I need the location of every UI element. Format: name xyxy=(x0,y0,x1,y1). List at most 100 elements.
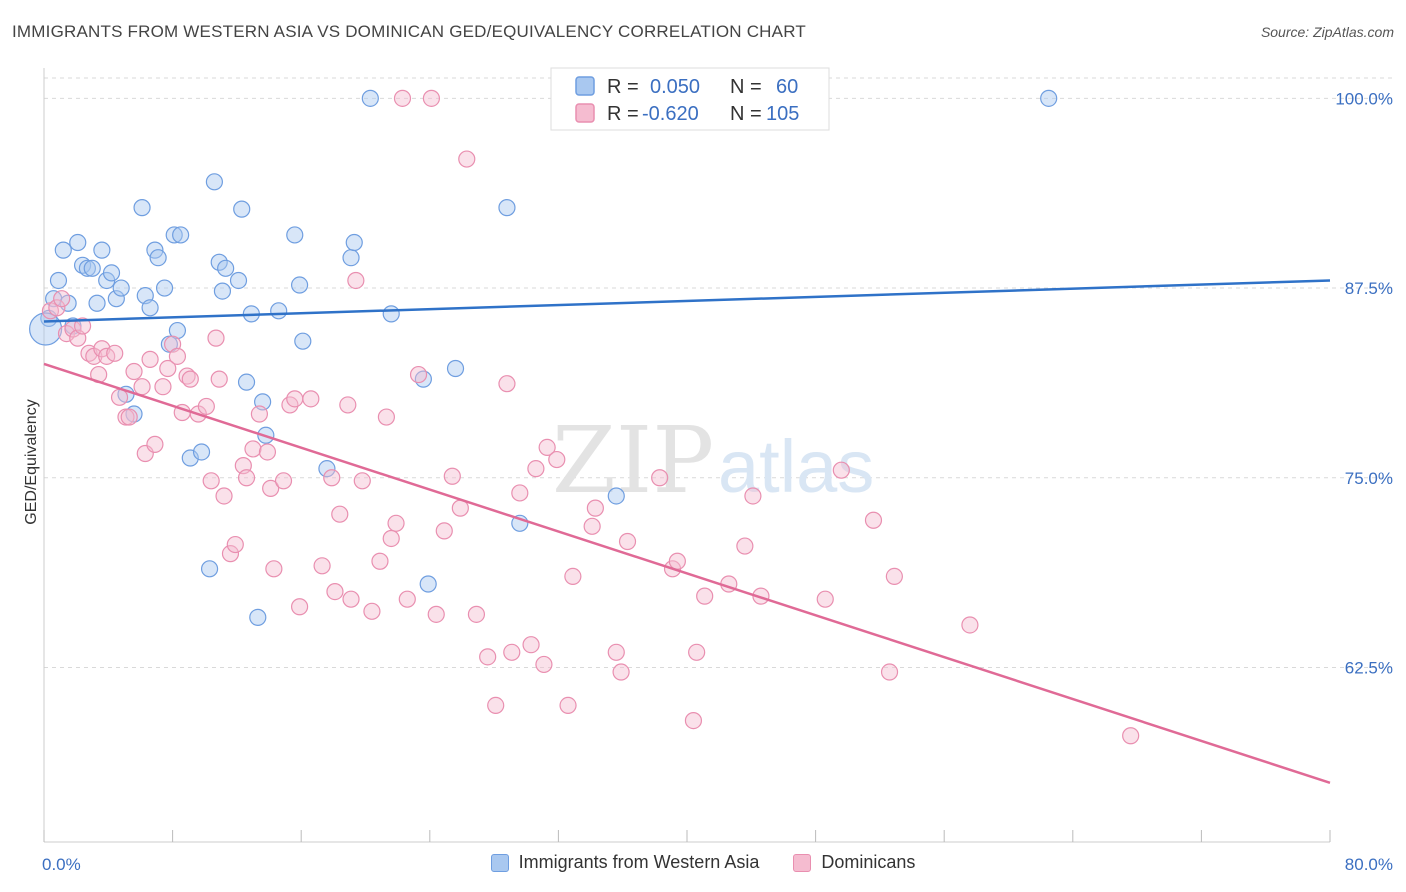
pink-point-39 xyxy=(250,405,269,423)
blue-point-34 xyxy=(217,259,235,277)
legend-swatch-western-asia xyxy=(490,853,509,872)
blue-point-42 xyxy=(270,302,288,320)
pink-point-84 xyxy=(586,499,604,517)
blue-point-35 xyxy=(229,271,248,290)
pink-point-100 xyxy=(864,511,883,529)
pink-point-1 xyxy=(48,299,66,317)
pink-point-57 xyxy=(371,552,389,570)
pink-point-51 xyxy=(331,505,349,523)
pink-point-2 xyxy=(53,290,71,308)
pink-point-103 xyxy=(961,616,979,634)
pink-point-40 xyxy=(258,443,277,461)
blue-point-8 xyxy=(78,259,97,277)
pink-point-80 xyxy=(548,450,566,469)
pink-point-69 xyxy=(458,150,476,168)
blue-point-32 xyxy=(210,253,228,271)
pink-point-60 xyxy=(387,514,405,532)
pink-point-95 xyxy=(736,537,754,555)
x-tick-labels: 0.0% 80.0% xyxy=(42,855,1393,874)
pink-point-47 xyxy=(302,390,320,408)
svg-text:R = -0.620 N =: R = -0.620 N = 105 xyxy=(607,103,799,125)
pink-point-65 xyxy=(427,605,445,623)
axes xyxy=(43,68,1331,843)
pink-point-72 xyxy=(487,696,505,715)
pink-point-48 xyxy=(313,557,331,575)
pink-point-67 xyxy=(443,467,461,485)
pink-point-71 xyxy=(479,648,497,666)
pink-point-98 xyxy=(816,590,834,608)
pink-point-62 xyxy=(398,590,416,608)
legend-label-dominicans: Dominicans xyxy=(821,852,916,872)
pink-point-96 xyxy=(744,487,762,505)
pink-point-83 xyxy=(583,517,601,535)
blue-point-14 xyxy=(107,290,125,308)
watermark: ZIP atlas xyxy=(552,407,874,514)
pink-point-99 xyxy=(832,461,850,479)
blue-point-45 xyxy=(294,332,312,350)
legend-r-label-2: R = xyxy=(607,103,644,125)
pink-point-92 xyxy=(688,643,706,661)
pink-point-86 xyxy=(612,663,630,681)
legend-n-value-1: 60 xyxy=(776,76,798,98)
pink-point-73 xyxy=(498,375,516,393)
pink-point-104 xyxy=(1122,727,1140,745)
legend-label-western-asia: Immigrants from Western Asia xyxy=(518,852,760,872)
pink-point-75 xyxy=(511,484,529,502)
blue-point-53 xyxy=(446,359,465,378)
pink-point-34 xyxy=(221,545,240,563)
pink-point-88 xyxy=(651,469,669,487)
pink-point-33 xyxy=(215,487,233,505)
blue-point-6 xyxy=(69,233,87,252)
correlation-legend: R = 0.050 N = 60 R = -0.620 N = 105 xyxy=(550,67,830,131)
pink-point-102 xyxy=(885,567,903,586)
trend-lines xyxy=(43,279,1331,785)
pink-point-82 xyxy=(564,567,582,586)
legend-r-value-1: 0.050 xyxy=(650,76,700,98)
pink-point-22 xyxy=(159,359,177,378)
y-tick-label-3: 100.0% xyxy=(1335,89,1393,108)
pink-point-53 xyxy=(342,590,360,608)
blue-point-31 xyxy=(205,173,223,191)
blue-point-52 xyxy=(419,575,437,593)
legend-swatch-blue xyxy=(575,76,595,96)
pink-point-17 xyxy=(133,378,151,396)
pink-point-54 xyxy=(347,271,365,290)
pink-point-37 xyxy=(237,469,256,487)
pink-point-101 xyxy=(880,663,899,681)
legend-swatch-dominicans xyxy=(793,853,812,872)
pink-point-45 xyxy=(286,390,304,408)
y-tick-label-0: 62.5% xyxy=(1345,658,1393,677)
trend-line-western-asia xyxy=(43,279,1331,323)
pink-point-6 xyxy=(73,317,92,335)
pink-point-12 xyxy=(106,344,124,362)
pink-point-64 xyxy=(422,89,441,107)
legend-item-dominicans: Dominicans xyxy=(793,852,915,873)
blue-point-2 xyxy=(49,271,68,290)
pink-point-31 xyxy=(207,329,225,347)
blue-point-48 xyxy=(345,233,363,252)
blue-point-47 xyxy=(342,249,360,267)
pink-point-19 xyxy=(141,350,159,368)
legend-r-label-1: R = xyxy=(607,76,644,98)
gridlines xyxy=(44,77,1392,668)
pink-point-29 xyxy=(197,397,215,416)
pink-point-66 xyxy=(435,522,453,540)
blue-point-30 xyxy=(200,560,219,578)
series-legend: Immigrants from Western Asia Dominicans xyxy=(0,852,1406,873)
pink-point-76 xyxy=(522,636,540,654)
blue-point-18 xyxy=(133,199,151,217)
pink-point-59 xyxy=(382,529,400,548)
y-tick-label-1: 75.0% xyxy=(1345,469,1393,488)
legend-n-label-2: N = xyxy=(730,103,767,125)
blue-point-23 xyxy=(155,279,174,297)
pink-point-20 xyxy=(146,435,164,453)
pink-point-85 xyxy=(607,643,625,661)
pink-point-55 xyxy=(353,472,371,490)
blue-point-33 xyxy=(213,282,232,300)
pink-point-90 xyxy=(668,552,686,570)
trend-line-dominicans xyxy=(43,362,1331,785)
pink-point-21 xyxy=(154,378,172,396)
blue-point-50 xyxy=(382,305,400,323)
blue-point-25 xyxy=(165,226,183,244)
blue-point-36 xyxy=(233,200,251,218)
